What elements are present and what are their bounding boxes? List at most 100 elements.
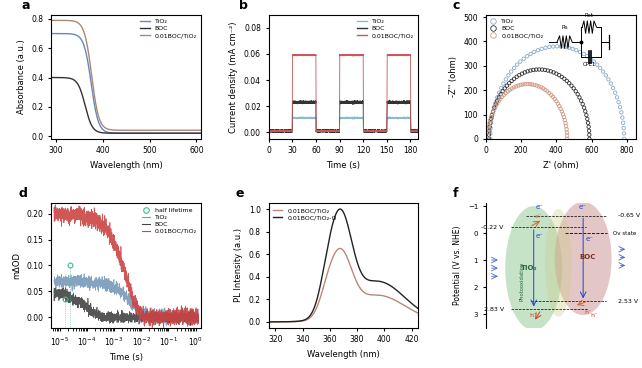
Point (503, 72, 514, 78)
Point (486, 120, 496, 126)
Point (520, 81, 530, 87)
Point (485, 117, 496, 123)
Point (538, 86, 548, 92)
Point (523, 68, 533, 74)
Point (485, 125, 496, 131)
Point (546, 92, 557, 98)
Point (573, 91, 583, 97)
Point (610, 90, 620, 96)
Point (566, 83, 577, 89)
Point (541, 45, 551, 51)
Point (485, 124, 495, 130)
X-axis label: Z' (ohm): Z' (ohm) (542, 161, 578, 170)
Ellipse shape (555, 202, 612, 315)
Point (505, 87, 515, 93)
Point (528, 67, 539, 73)
Point (560, 117, 570, 123)
Point (506, 68, 516, 74)
Point (509, 84, 519, 90)
Y-axis label: Potential (V vs. NHE): Potential (V vs. NHE) (453, 226, 462, 305)
Point (512, 74, 522, 80)
Point (490, 103, 501, 109)
Point (616, 109, 627, 115)
Point (525, 81, 535, 87)
Point (537, 46, 547, 52)
Point (542, 88, 553, 94)
Point (586, 56, 596, 62)
Point (601, 72, 611, 78)
Point (483, 136, 493, 142)
Point (509, 76, 519, 82)
Point (578, 51, 589, 57)
Point (595, 65, 605, 71)
Point (486, 116, 496, 122)
Point (568, 46, 578, 52)
Point (488, 109, 498, 114)
Point (485, 120, 496, 126)
Point (548, 43, 559, 49)
Point (580, 109, 591, 114)
Point (501, 90, 511, 96)
Point (554, 103, 564, 109)
Point (489, 106, 499, 112)
Point (501, 77, 511, 82)
Ellipse shape (505, 206, 562, 330)
Point (514, 72, 525, 78)
Text: e⁻: e⁻ (586, 236, 593, 242)
Point (556, 43, 566, 49)
X-axis label: Wavelength (nm): Wavelength (nm) (90, 161, 162, 170)
Text: -0.22 V: -0.22 V (482, 224, 504, 230)
Legend: TiO₂, BOC, 0.01BOC/TiO₂: TiO₂, BOC, 0.01BOC/TiO₂ (356, 18, 415, 40)
Point (575, 95, 585, 100)
Text: 2.53 V: 2.53 V (618, 299, 638, 304)
Point (497, 94, 507, 100)
Point (492, 98, 502, 104)
Text: a: a (21, 0, 30, 11)
Point (615, 104, 625, 110)
Point (584, 124, 594, 130)
Point (487, 112, 497, 118)
Point (529, 49, 539, 55)
Point (487, 112, 498, 117)
Point (581, 112, 591, 118)
Point (583, 120, 593, 126)
Point (525, 68, 535, 74)
Text: c: c (453, 0, 460, 11)
Point (592, 62, 602, 68)
Point (564, 80, 575, 86)
Point (494, 90, 505, 96)
Point (564, 45, 574, 51)
Point (516, 82, 526, 88)
Point (582, 53, 593, 59)
Point (571, 88, 581, 94)
Text: e⁻: e⁻ (536, 233, 544, 240)
Text: e: e (236, 187, 244, 200)
Text: e⁻: e⁻ (534, 214, 542, 219)
Text: e⁻: e⁻ (535, 204, 543, 210)
Legend: 0.01BOC/TiO₂, 0.01BOC/TiO₂-O: 0.01BOC/TiO₂, 0.01BOC/TiO₂-O (272, 206, 338, 221)
Text: Photooxidation: Photooxidation (519, 262, 525, 301)
Point (557, 74, 567, 80)
Point (534, 67, 544, 72)
Point (492, 95, 503, 100)
Point (584, 132, 594, 138)
Point (490, 99, 501, 105)
Point (517, 71, 527, 77)
Text: e⁻: e⁻ (578, 204, 587, 210)
Point (489, 105, 499, 111)
Text: 2.83 V: 2.83 V (483, 307, 504, 312)
Point (571, 47, 582, 53)
Point (537, 67, 547, 72)
Point (562, 130, 572, 135)
Point (485, 131, 496, 137)
Y-axis label: Absorbance (a.u.): Absorbance (a.u.) (17, 39, 26, 114)
Point (519, 70, 530, 75)
Y-axis label: mΔOD: mΔOD (12, 252, 21, 279)
Point (557, 109, 567, 114)
Point (536, 84, 546, 90)
Point (484, 128, 494, 134)
Point (494, 95, 504, 100)
Point (546, 68, 556, 74)
Point (559, 76, 569, 82)
Point (496, 85, 507, 91)
